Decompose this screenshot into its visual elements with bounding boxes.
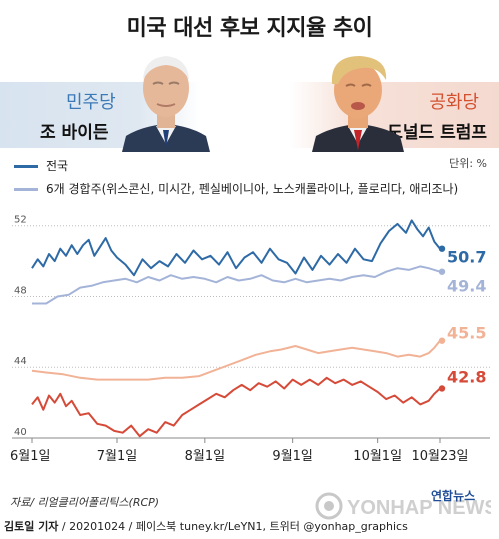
y-tick-label: 40 <box>14 427 27 438</box>
series-line-trump-national <box>31 376 441 438</box>
legend-swatch-battleground <box>14 188 38 191</box>
republican-candidate-label: 도널드 트럼프 <box>387 123 487 143</box>
legend-label-national: 전국 <box>46 159 69 173</box>
grid-layer: 40 44 48 52 6월1일 7월1일 8월1일 9월1일 10월1일 10월23일 <box>10 215 490 464</box>
x-tick-label: 9월1일 <box>272 449 312 464</box>
x-tick-label: 10월23일 <box>411 449 468 464</box>
series-line-trump-battleground <box>31 340 441 381</box>
x-tick-label: 8월1일 <box>185 449 225 464</box>
legend-item-national: 전국 <box>14 157 68 174</box>
biden-portrait <box>122 56 210 152</box>
end-point-biden-national <box>438 245 446 252</box>
republican-party-label: 공화당 <box>429 92 479 113</box>
legend-label-battleground: 6개 경합주(위스콘신, 미시간, 펜실베이니아, 노스캐롤라이나, 플로리다,… <box>46 182 459 196</box>
label-layer: 50.7 49.4 45.5 42.8 <box>447 248 486 387</box>
x-tick-label: 10월1일 <box>353 449 402 464</box>
end-point-trump-battleground <box>438 337 446 344</box>
legend-item-battleground: 6개 경합주(위스콘신, 미시간, 펜실베이니아, 노스캐롤라이나, 플로리다,… <box>14 180 458 197</box>
series-line-biden-national <box>31 219 441 277</box>
unit-label: 단위: % <box>449 157 487 170</box>
credit-line: 김토일 기자 / 20201024 / 페이스북 tuney.kr/LeYN1,… <box>4 518 408 534</box>
legend-swatch-national <box>14 165 38 168</box>
end-value-label: 45.5 <box>447 324 486 343</box>
x-tick-label: 7월1일 <box>97 449 137 464</box>
svg-text:YONHAP NEWS: YONHAP NEWS <box>347 497 491 519</box>
trump-portrait <box>312 56 404 152</box>
democrat-party-label: 민주당 <box>66 92 116 113</box>
source-note: 자료/ 리얼클리어폴리틱스(RCP) <box>10 496 160 509</box>
end-point-trump-national <box>438 385 446 392</box>
end-value-label: 50.7 <box>447 248 486 267</box>
republican-panel: 공화당 도널드 트럼프 <box>289 82 499 148</box>
end-point-biden-battleground <box>438 268 446 275</box>
x-tick-label: 6월1일 <box>10 449 50 464</box>
chart-title: 미국 대선 후보 지지율 추이 <box>126 16 373 41</box>
y-tick-label: 52 <box>14 215 27 226</box>
line-chart: 40 44 48 52 6월1일 7월1일 8월1일 9월1일 10월1일 10월23일 50.7… <box>10 215 490 464</box>
democrat-candidate-label: 조 바이든 <box>40 123 109 143</box>
author-label: 김토일 기자 <box>4 520 59 533</box>
credit-info: / 20201024 / 페이스북 tuney.kr/LeYN1, 트위터 @y… <box>58 520 408 533</box>
series-line-biden-battleground <box>32 265 441 305</box>
y-tick-label: 48 <box>14 285 27 296</box>
series-layer <box>31 219 446 438</box>
end-value-label: 49.4 <box>447 277 486 296</box>
yonhap-logo: YONHAP NEWS 연합뉴스 <box>315 488 491 520</box>
end-value-label: 42.8 <box>447 367 486 386</box>
svg-text:연합뉴스: 연합뉴스 <box>431 488 475 503</box>
y-tick-label: 44 <box>14 356 27 367</box>
